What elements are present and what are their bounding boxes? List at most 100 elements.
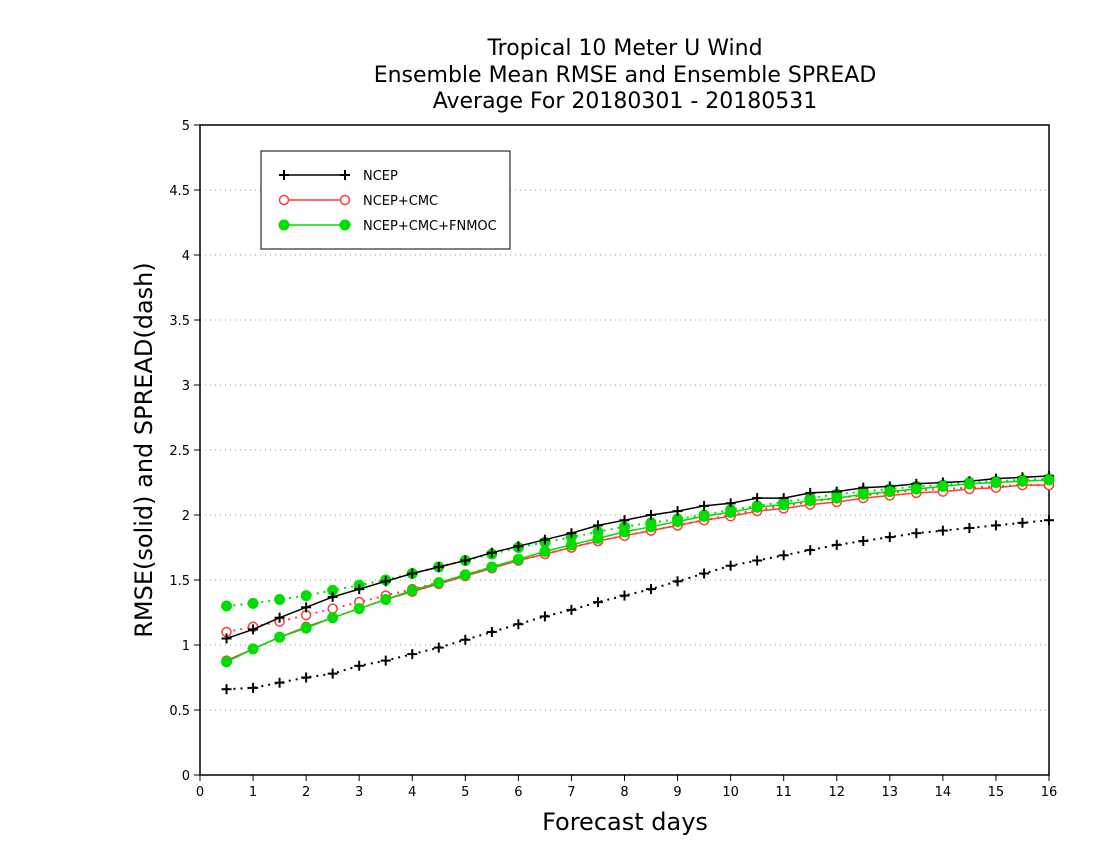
data-point-rmse	[937, 480, 949, 492]
y-tick-label: 3.5	[169, 314, 190, 329]
x-tick-label: 15	[988, 785, 1005, 800]
data-point-spread	[274, 677, 285, 688]
x-tick-label: 6	[514, 785, 522, 800]
y-tick-label: 2.5	[169, 444, 190, 459]
data-point-rmse	[221, 656, 233, 668]
data-point-rmse	[963, 478, 975, 490]
x-tick-label: 10	[722, 785, 739, 800]
x-tick-label: 14	[935, 785, 952, 800]
data-point-spread	[566, 604, 577, 615]
data-point-rmse	[884, 486, 896, 498]
data-point-rmse	[486, 561, 498, 573]
x-tick-label: 16	[1041, 785, 1058, 800]
data-point-rmse	[460, 555, 471, 566]
data-point-rmse	[459, 569, 471, 581]
data-point-spread	[778, 550, 789, 561]
data-point-spread	[1017, 517, 1028, 528]
data-point-spread	[221, 684, 232, 695]
data-point-rmse	[327, 591, 338, 602]
data-point-rmse	[539, 545, 551, 557]
x-tick-label: 2	[302, 785, 310, 800]
data-point-spread	[327, 668, 338, 679]
legend-marker	[339, 194, 351, 206]
data-point-rmse	[300, 622, 312, 634]
data-point-spread	[619, 590, 630, 601]
data-point-spread	[911, 528, 922, 539]
data-point-rmse	[301, 602, 312, 613]
data-point-spread	[539, 611, 550, 622]
data-point-rmse	[778, 499, 790, 511]
data-point-rmse	[672, 516, 684, 527]
y-tick-label: 1	[182, 639, 190, 654]
data-point-rmse	[1016, 475, 1028, 487]
data-point-spread	[274, 594, 286, 605]
data-point-spread	[831, 539, 842, 550]
data-point-rmse	[539, 534, 550, 545]
series-line-spread	[226, 477, 1050, 607]
data-point-rmse	[380, 576, 391, 587]
legend-label: NCEP+CMC+FNMOC	[363, 219, 497, 234]
data-point-rmse	[857, 488, 869, 500]
x-tick-label: 8	[620, 785, 628, 800]
data-point-spread	[805, 545, 816, 556]
data-point-rmse	[354, 584, 365, 595]
data-point-rmse	[248, 624, 259, 635]
data-point-spread	[592, 597, 603, 608]
data-point-rmse	[565, 539, 577, 551]
x-tick-label: 0	[196, 785, 204, 800]
data-point-spread	[752, 555, 763, 566]
y-tick-label: 3	[182, 379, 190, 394]
data-point-spread	[486, 627, 497, 637]
data-point-spread	[380, 655, 391, 666]
x-tick-label: 13	[882, 785, 899, 800]
data-point-rmse	[910, 483, 922, 495]
data-point-rmse	[619, 526, 630, 538]
data-point-spread	[248, 682, 259, 693]
chart-title-line-2: Ensemble Mean RMSE and Ensemble SPREAD	[373, 63, 877, 88]
x-axis-label: Forecast days	[542, 808, 708, 836]
data-point-spread	[858, 536, 869, 546]
data-point-rmse	[353, 603, 365, 615]
data-point-rmse	[990, 477, 1002, 488]
series-line-spread	[226, 484, 1049, 633]
data-point-rmse	[725, 506, 737, 518]
data-point-rmse	[592, 532, 604, 544]
y-tick-label: 0.5	[169, 704, 190, 719]
x-tick-label: 3	[355, 785, 363, 800]
data-point-rmse	[433, 577, 445, 589]
data-point-rmse	[645, 521, 657, 533]
y-tick-label: 2	[182, 509, 190, 524]
data-point-rmse	[274, 612, 285, 623]
x-tick-label: 9	[673, 785, 681, 800]
data-point-spread	[354, 660, 365, 671]
y-tick-label: 0	[182, 769, 190, 784]
data-point-rmse	[751, 501, 763, 513]
series-line-rmse	[226, 479, 1050, 663]
chart-title-line-1: Tropical 10 Meter U Wind	[487, 36, 763, 61]
x-tick-label: 7	[567, 785, 575, 800]
data-point-spread	[247, 597, 259, 609]
data-point-rmse	[698, 510, 710, 522]
data-point-rmse	[725, 498, 736, 509]
data-point-rmse	[406, 584, 418, 596]
y-tick-label: 5	[182, 119, 190, 134]
y-tick-label: 4	[182, 249, 190, 264]
data-point-spread	[884, 532, 895, 543]
data-point-rmse	[592, 520, 603, 531]
legend-marker	[279, 170, 289, 180]
data-point-rmse	[566, 528, 577, 539]
data-point-rmse	[619, 515, 630, 526]
y-tick-label: 1.5	[169, 574, 190, 589]
x-tick-label: 12	[828, 785, 845, 800]
data-point-spread	[433, 642, 444, 653]
data-point-spread	[937, 525, 948, 536]
x-tick-label: 4	[408, 785, 416, 800]
data-point-spread	[725, 560, 736, 571]
y-tick-label: 4.5	[169, 184, 190, 199]
data-point-spread	[407, 649, 418, 660]
series-line-rmse	[226, 475, 1050, 640]
data-point-spread	[513, 619, 524, 630]
data-point-rmse	[672, 506, 683, 517]
